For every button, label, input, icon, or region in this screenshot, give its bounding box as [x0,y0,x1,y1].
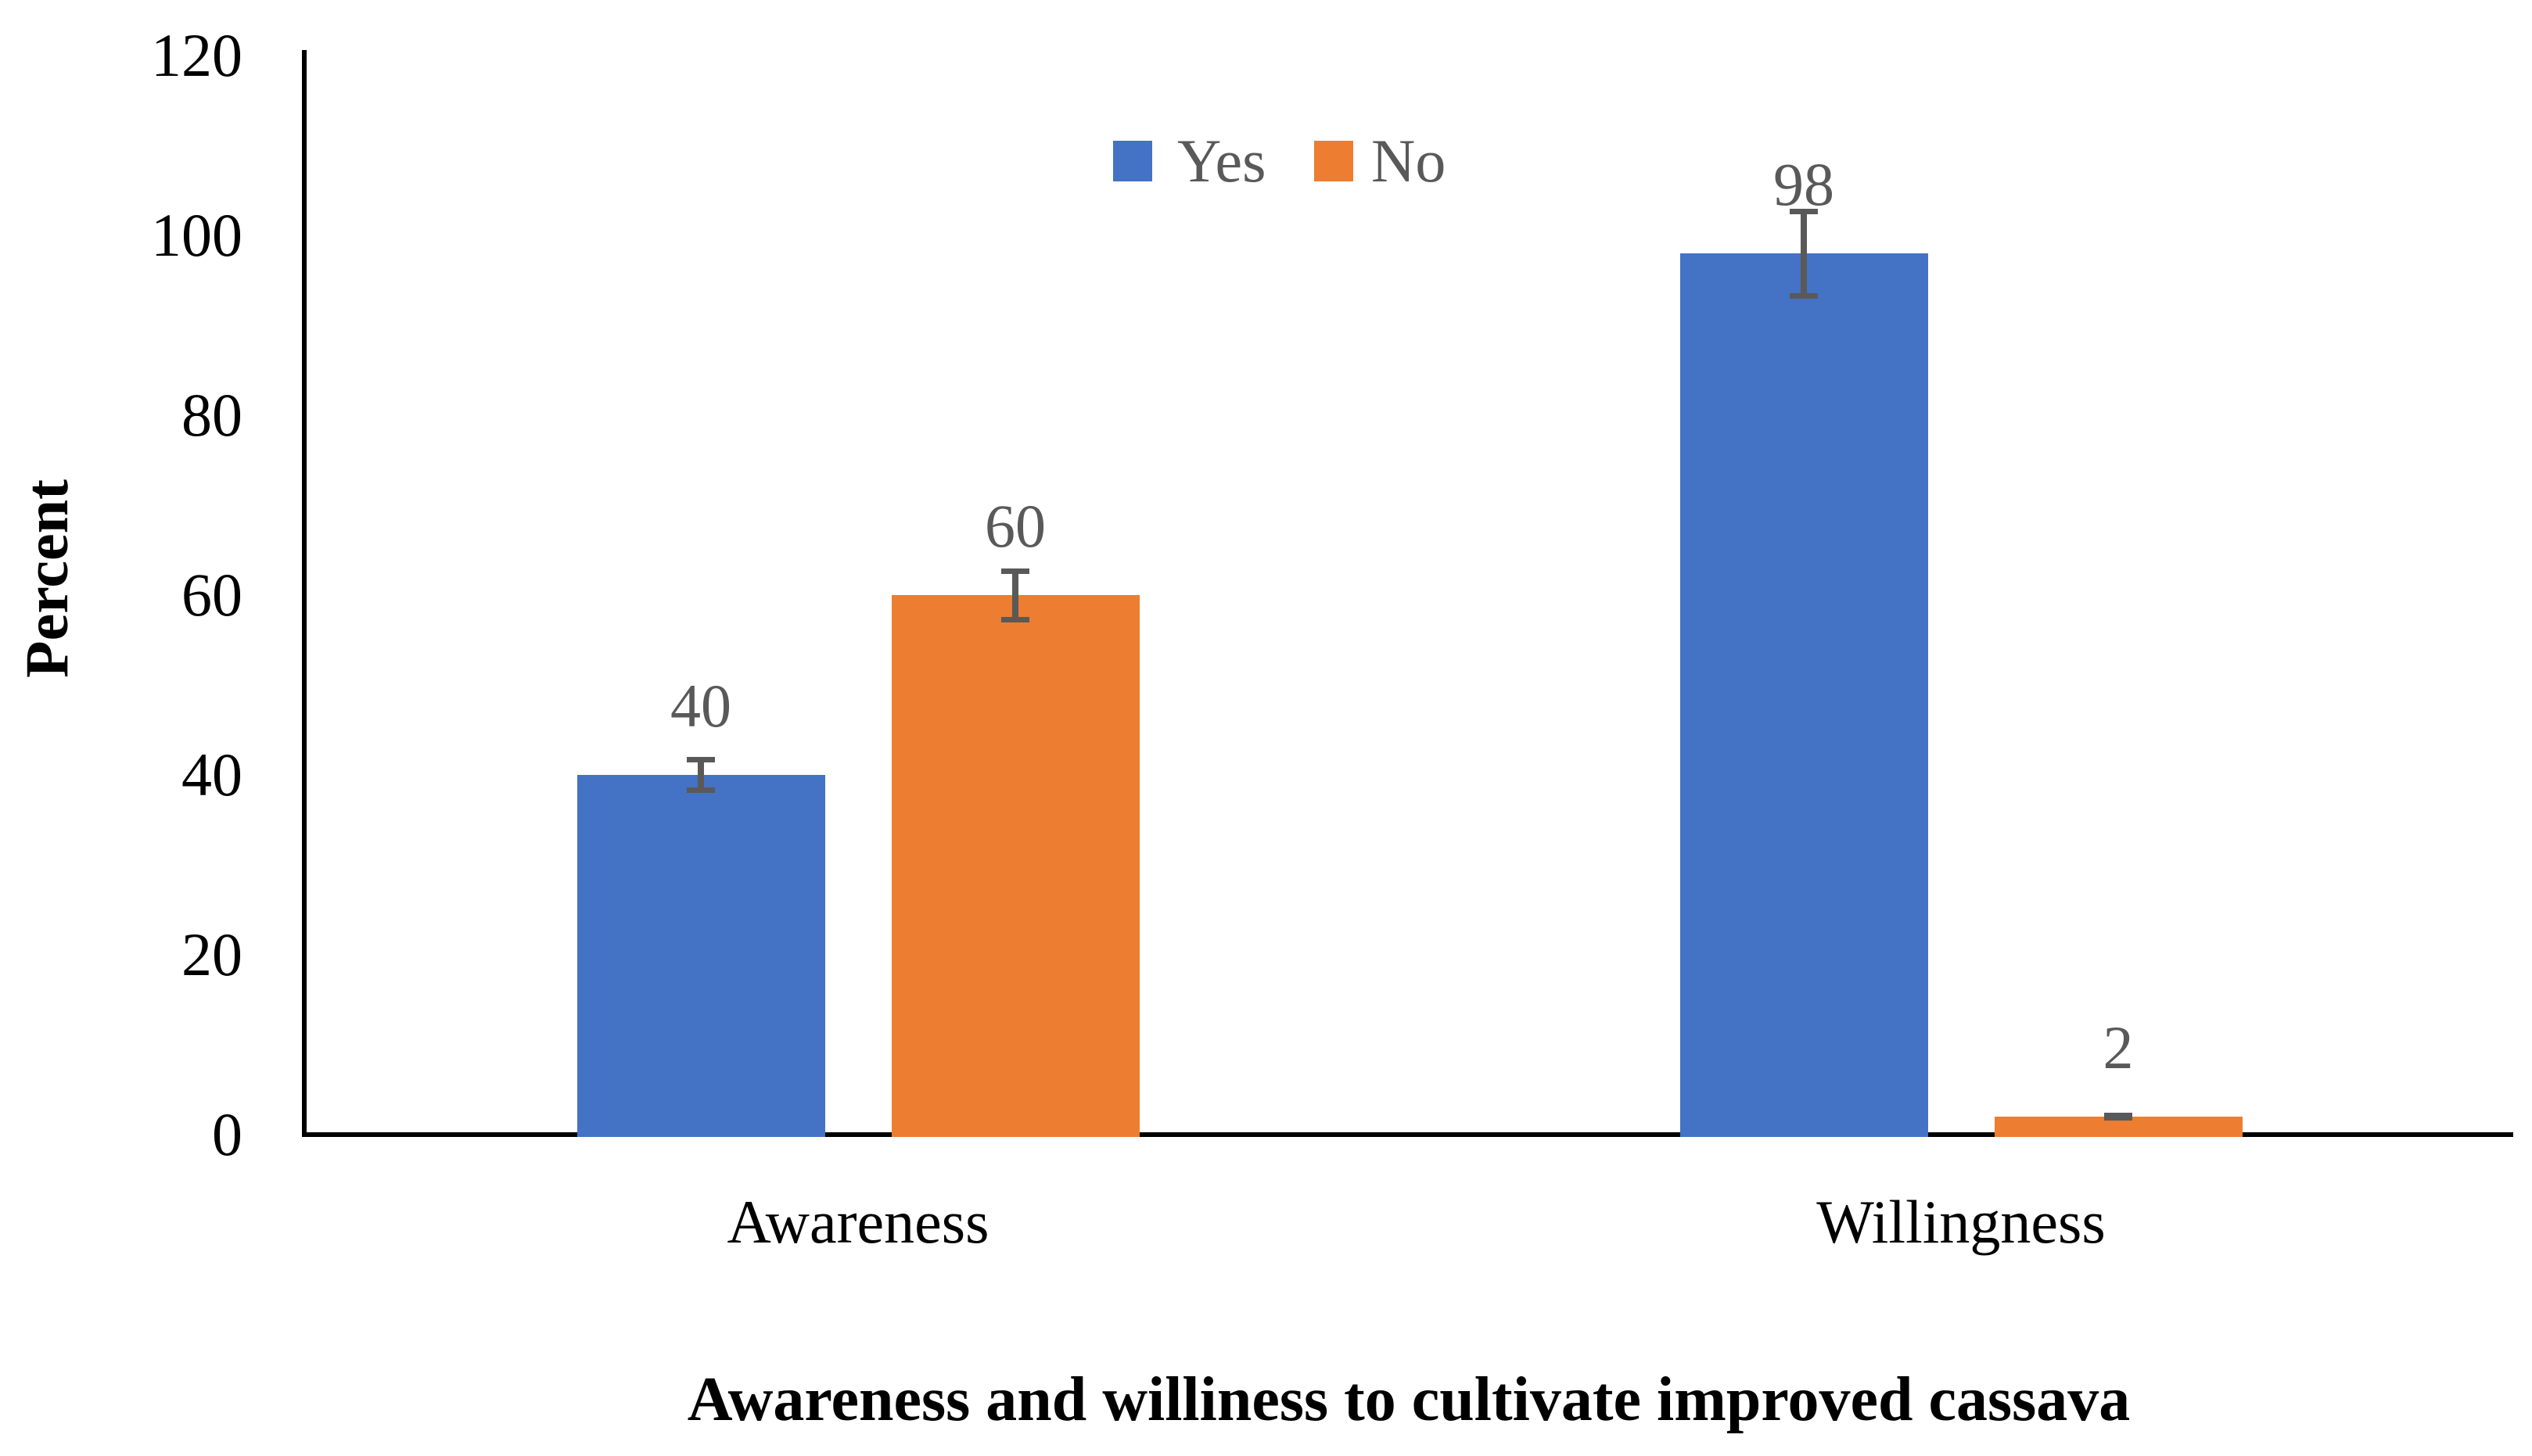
error-bar-line-awareness-no [1012,568,1018,622]
error-bar-cap-bottom-awareness-no [1001,616,1029,622]
y-tick-label-0: 0 [212,1100,242,1168]
y-tick-label-40: 40 [181,741,242,809]
y-tick-label-120: 120 [151,21,242,89]
data-label-awareness-yes: 40 [670,672,731,740]
error-bar-line-willingness-yes [1801,208,1807,299]
y-tick-label-100: 100 [151,201,242,269]
bar-awareness-yes [576,775,825,1137]
x-axis-title: Awareness and williness to cultivate imp… [687,1365,2131,1434]
legend-swatch-yes [1113,141,1152,181]
error-bar-cap-bottom-willingness-yes [1790,292,1818,299]
error-bar-cap-top-awareness-yes [687,757,715,762]
legend-swatch-no [1314,141,1353,181]
error-bar-line-awareness-yes [698,757,704,793]
x-axis-line [302,1132,2513,1137]
bar-awareness-no [891,595,1140,1137]
legend-label-yes: Yes [1177,127,1266,195]
data-label-awareness-no: 60 [985,492,1046,560]
y-tick-label-60: 60 [181,561,242,629]
y-axis-line [302,50,307,1137]
category-label-awareness: Awareness [727,1188,989,1256]
error-bar-cap-top-willingness-yes [1790,208,1818,214]
legend-label-no: No [1371,127,1446,195]
error-bar-cap-top-awareness-no [1001,568,1029,574]
y-tick-label-80: 80 [181,381,242,449]
error-bar-cap-bottom-awareness-yes [687,787,715,793]
category-label-willingness: Willingness [1816,1188,2106,1256]
y-tick-label-20: 20 [181,920,242,988]
bar-willingness-yes [1679,253,1928,1137]
data-label-willingness-yes: 98 [1773,150,1834,218]
data-label-willingness-no: 2 [2103,1013,2134,1081]
error-bar-cap-bottom-willingness-no [2104,1114,2132,1121]
